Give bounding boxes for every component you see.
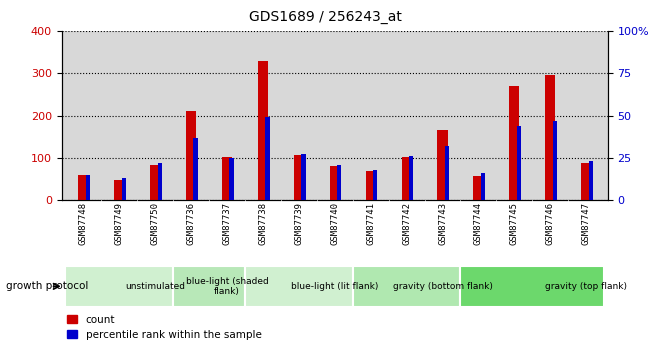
Bar bbox=[86, 175, 90, 200]
Bar bbox=[114, 180, 124, 200]
Text: GSM87736: GSM87736 bbox=[187, 202, 196, 245]
Bar bbox=[353, 266, 460, 307]
Bar bbox=[245, 266, 353, 307]
Bar bbox=[66, 266, 173, 307]
Bar bbox=[194, 138, 198, 200]
Text: GSM87746: GSM87746 bbox=[546, 202, 555, 245]
Text: GSM87738: GSM87738 bbox=[259, 202, 267, 245]
Bar bbox=[265, 117, 270, 200]
Bar bbox=[330, 166, 340, 200]
Bar bbox=[473, 176, 484, 200]
Bar bbox=[445, 146, 449, 200]
Bar bbox=[229, 158, 233, 200]
Text: GSM87750: GSM87750 bbox=[151, 202, 160, 245]
Bar bbox=[510, 86, 519, 200]
Bar bbox=[517, 126, 521, 200]
Text: GSM87747: GSM87747 bbox=[582, 202, 591, 245]
Bar bbox=[366, 171, 376, 200]
Bar bbox=[481, 173, 485, 200]
Text: GSM87742: GSM87742 bbox=[402, 202, 411, 245]
Bar bbox=[173, 266, 245, 307]
Bar bbox=[337, 165, 341, 200]
Bar bbox=[78, 175, 88, 200]
Text: blue-light (lit flank): blue-light (lit flank) bbox=[291, 282, 378, 291]
Bar bbox=[460, 266, 604, 307]
Text: gravity (bottom flank): gravity (bottom flank) bbox=[393, 282, 493, 291]
Text: gravity (top flank): gravity (top flank) bbox=[545, 282, 627, 291]
Bar bbox=[581, 163, 592, 200]
Text: GSM87740: GSM87740 bbox=[330, 202, 339, 245]
Bar bbox=[150, 166, 160, 200]
Text: GSM87749: GSM87749 bbox=[114, 202, 124, 245]
Bar bbox=[294, 155, 304, 200]
Text: GSM87739: GSM87739 bbox=[294, 202, 304, 245]
Text: GSM87745: GSM87745 bbox=[510, 202, 519, 245]
Bar bbox=[409, 156, 413, 200]
Bar bbox=[301, 155, 305, 200]
Text: unstimulated: unstimulated bbox=[125, 282, 185, 291]
Bar bbox=[222, 157, 232, 200]
Text: GDS1689 / 256243_at: GDS1689 / 256243_at bbox=[248, 10, 402, 24]
Bar bbox=[157, 163, 162, 200]
Text: GSM87741: GSM87741 bbox=[366, 202, 375, 245]
Text: growth protocol: growth protocol bbox=[6, 282, 89, 291]
Bar bbox=[588, 161, 593, 200]
Bar bbox=[545, 76, 555, 200]
Bar bbox=[258, 61, 268, 200]
Text: blue-light (shaded
flank): blue-light (shaded flank) bbox=[186, 277, 268, 296]
Text: GSM87748: GSM87748 bbox=[79, 202, 88, 245]
Bar bbox=[402, 157, 411, 200]
Text: GSM87743: GSM87743 bbox=[438, 202, 447, 245]
Legend: count, percentile rank within the sample: count, percentile rank within the sample bbox=[67, 315, 261, 340]
Text: GSM87744: GSM87744 bbox=[474, 202, 483, 245]
Bar bbox=[552, 121, 557, 200]
Bar bbox=[186, 111, 196, 200]
Text: GSM87737: GSM87737 bbox=[222, 202, 231, 245]
Bar bbox=[122, 178, 126, 200]
Bar bbox=[373, 170, 378, 200]
Bar bbox=[437, 130, 448, 200]
